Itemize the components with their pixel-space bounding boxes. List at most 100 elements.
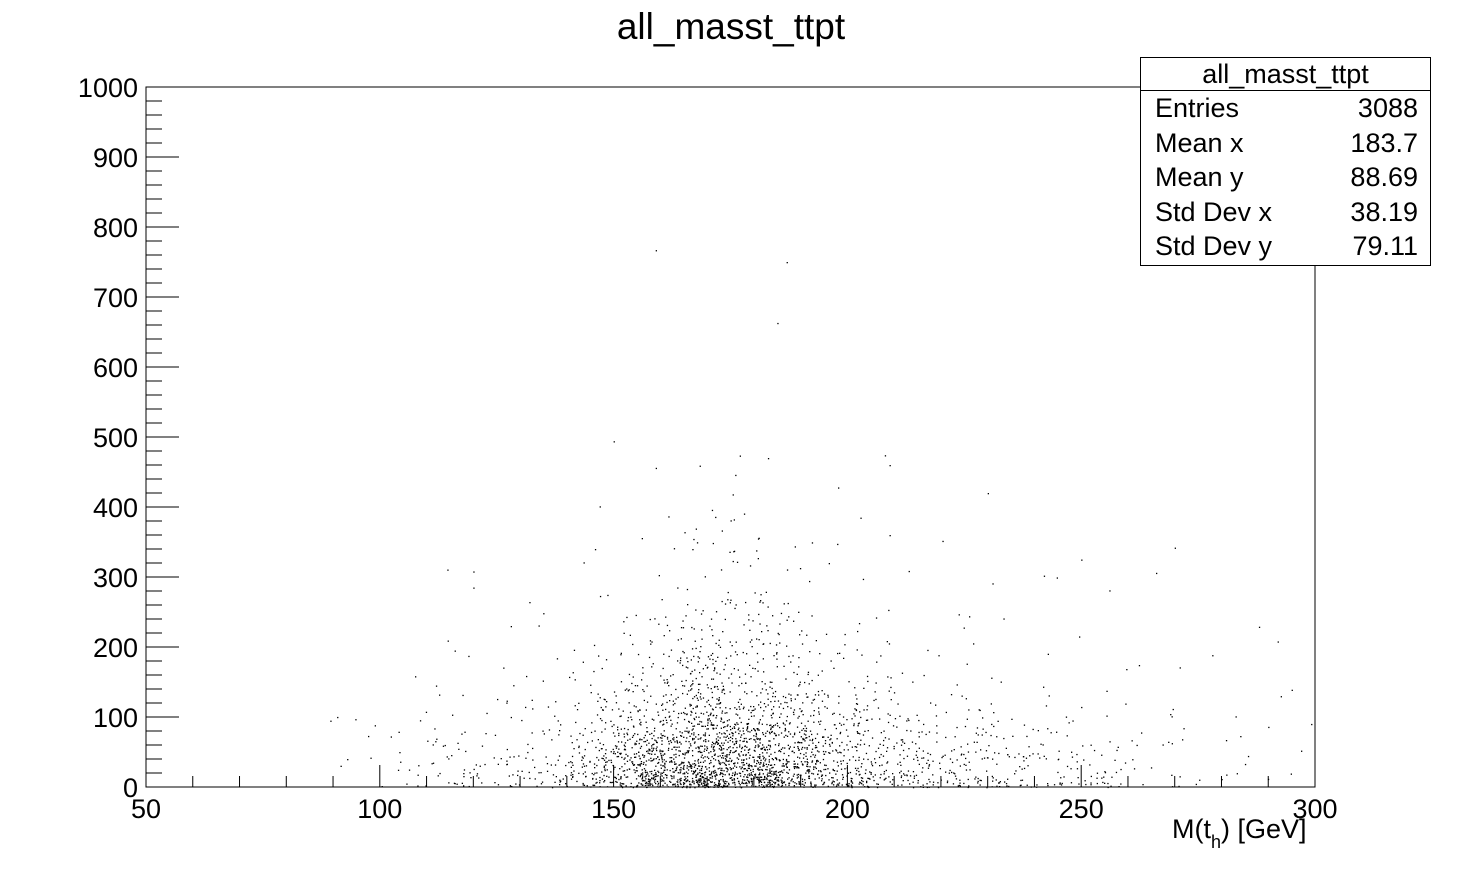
scatter-point xyxy=(1090,784,1092,786)
scatter-point xyxy=(661,756,663,758)
scatter-point xyxy=(635,778,638,780)
scatter-point xyxy=(721,769,723,772)
scatter-point xyxy=(801,763,804,765)
scatter-point xyxy=(691,711,693,714)
scatter-point xyxy=(673,777,675,779)
scatter-point xyxy=(833,712,835,714)
scatter-point xyxy=(960,746,962,748)
scatter-point xyxy=(748,738,751,740)
scatter-point xyxy=(603,698,605,700)
scatter-point xyxy=(751,646,753,648)
scatter-point xyxy=(679,781,681,783)
scatter-point xyxy=(828,563,830,565)
scatter-point xyxy=(713,749,716,751)
scatter-point xyxy=(796,777,798,779)
scatter-point xyxy=(506,763,508,765)
scatter-point xyxy=(637,775,640,777)
scatter-point xyxy=(640,763,643,765)
scatter-point xyxy=(711,777,713,779)
scatter-point xyxy=(782,695,785,698)
scatter-point xyxy=(755,785,757,788)
scatter-point xyxy=(721,710,724,712)
scatter-point xyxy=(839,751,841,753)
scatter-point xyxy=(717,656,719,658)
scatter-point xyxy=(672,704,674,706)
scatter-point xyxy=(597,700,599,702)
scatter-point xyxy=(1240,736,1242,738)
scatter-point xyxy=(906,775,908,777)
scatter-point xyxy=(747,752,750,754)
scatter-point xyxy=(659,749,661,751)
scatter-point xyxy=(596,772,598,774)
scatter-point xyxy=(1089,764,1091,766)
scatter-point xyxy=(666,722,668,724)
scatter-point xyxy=(722,757,725,759)
scatter-point xyxy=(646,782,648,784)
scatter-point xyxy=(744,745,746,747)
scatter-point xyxy=(810,781,812,783)
scatter-point xyxy=(764,735,767,737)
scatter-point xyxy=(846,719,848,721)
scatter-point xyxy=(789,733,792,735)
scatter-point xyxy=(746,723,748,726)
scatter-point xyxy=(425,785,427,787)
scatter-point xyxy=(874,774,876,776)
scatter-point xyxy=(746,782,748,785)
scatter-point xyxy=(784,724,786,726)
scatter-point xyxy=(613,724,615,726)
scatter-point xyxy=(752,768,754,771)
scatter-point xyxy=(811,542,814,544)
scatter-point xyxy=(632,643,634,646)
scatter-point xyxy=(910,730,912,732)
scatter-point xyxy=(808,777,810,779)
scatter-point xyxy=(715,773,718,775)
scatter-point xyxy=(541,781,544,783)
scatter-point xyxy=(659,785,661,787)
scatter-point xyxy=(727,724,729,726)
scatter-point xyxy=(682,664,684,667)
scatter-point xyxy=(686,787,688,789)
scatter-point xyxy=(664,762,666,764)
scatter-point xyxy=(596,781,598,784)
scatter-point xyxy=(448,782,450,784)
scatter-point xyxy=(916,750,918,753)
scatter-point xyxy=(818,711,820,713)
scatter-point xyxy=(744,691,746,693)
scatter-point xyxy=(702,785,704,787)
scatter-point xyxy=(652,778,654,780)
scatter-point xyxy=(1032,753,1034,755)
scatter-point xyxy=(697,699,699,701)
scatter-point xyxy=(704,706,706,708)
scatter-point xyxy=(860,739,862,741)
scatter-point xyxy=(716,741,718,743)
scatter-point xyxy=(784,747,786,749)
scatter-point xyxy=(800,710,802,713)
scatter-point xyxy=(731,682,733,684)
scatter-point xyxy=(1171,743,1173,745)
scatter-point xyxy=(755,741,757,743)
scatter-point xyxy=(825,633,828,635)
scatter-point xyxy=(462,694,464,697)
scatter-point xyxy=(767,781,769,784)
scatter-point xyxy=(728,782,730,785)
scatter-point xyxy=(913,777,915,779)
scatter-point xyxy=(761,779,763,781)
scatter-point xyxy=(762,765,764,767)
scatter-point xyxy=(694,760,696,762)
scatter-point xyxy=(597,739,599,741)
scatter-point xyxy=(670,741,673,744)
scatter-point xyxy=(596,764,598,767)
scatter-point xyxy=(709,720,711,722)
scatter-point xyxy=(865,769,867,771)
scatter-point xyxy=(797,776,799,778)
scatter-point xyxy=(853,723,855,725)
scatter-point xyxy=(658,575,660,577)
scatter-point xyxy=(704,756,706,758)
scatter-point xyxy=(638,755,640,757)
scatter-point xyxy=(617,729,619,731)
scatter-point xyxy=(661,779,664,781)
scatter-point xyxy=(729,708,731,710)
scatter-point xyxy=(789,746,791,748)
scatter-point xyxy=(622,783,624,785)
scatter-point xyxy=(718,785,720,787)
